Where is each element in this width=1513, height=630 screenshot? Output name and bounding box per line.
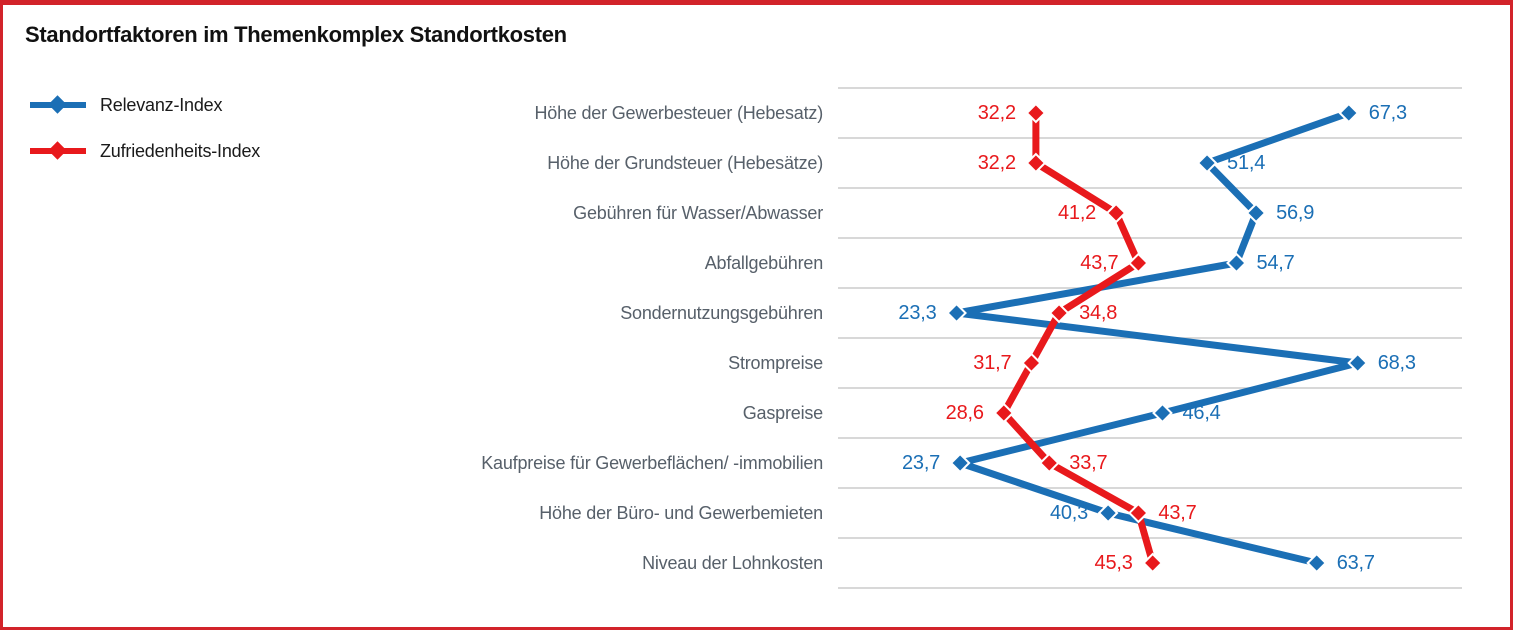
chart-title: Standortfaktoren im Themenkomplex Stando… [25, 22, 567, 47]
data-point-marker [1025, 152, 1047, 174]
chart-canvas: Höhe der Gewerbesteuer (Hebesatz) Höhe de… [481, 87, 1462, 589]
legend-label-zufriedenheit: Zufriedenheits-Index [100, 140, 261, 161]
category-label: Sondernutzungsgebühren [620, 303, 823, 323]
value-label: 32,2 [978, 152, 1016, 174]
value-label: 23,7 [902, 452, 940, 474]
category-label: Gaspreise [743, 403, 823, 423]
data-point-marker [1245, 202, 1267, 224]
category-label: Niveau der Lohnkosten [642, 553, 823, 573]
data-point-marker [1142, 552, 1164, 574]
legend: Relevanz-Index Zufriedenheits-Index [30, 89, 260, 181]
data-point-marker [946, 302, 967, 324]
data-point-marker [1021, 352, 1042, 374]
legend-label-relevanz: Relevanz-Index [100, 94, 223, 115]
data-point-marker [1226, 252, 1247, 274]
data-point-marker [1097, 502, 1119, 524]
data-point-marker [949, 452, 971, 474]
data-point-marker [1105, 202, 1127, 224]
data-point-marker [1338, 102, 1360, 124]
data-point-marker [1025, 102, 1047, 124]
category-label: Gebühren für Wasser/Abwasser [573, 203, 823, 223]
category-label: Abfallgebühren [705, 253, 823, 273]
data-point-marker [1127, 252, 1149, 274]
category-label: Kaufpreise für Gewerbeflächen/ -immobili… [481, 453, 823, 473]
value-label: 68,3 [1378, 352, 1416, 374]
value-label: 56,9 [1276, 202, 1314, 224]
series-line-0 [953, 109, 1362, 567]
value-label: 45,3 [1095, 552, 1133, 574]
value-label: 54,7 [1256, 252, 1294, 274]
value-label: 41,2 [1058, 202, 1096, 224]
category-label: Strompreise [728, 353, 823, 373]
value-label: 40,3 [1050, 502, 1088, 524]
value-label: 63,7 [1337, 552, 1375, 574]
data-point-marker [993, 402, 1015, 424]
data-point-marker [1048, 302, 1070, 324]
category-label: Höhe der Büro- und Gewerbemieten [539, 503, 823, 523]
value-label: 43,7 [1158, 502, 1196, 524]
category-label: Höhe der Gewerbesteuer (Hebesatz) [534, 103, 823, 123]
value-label: 23,3 [898, 302, 936, 324]
relevanz-line-marker-icon [30, 95, 86, 114]
data-point-marker [1347, 352, 1369, 374]
value-label: 32,2 [978, 102, 1016, 124]
value-label: 46,4 [1182, 402, 1220, 424]
value-label: 51,4 [1227, 152, 1265, 174]
value-label: 43,7 [1080, 252, 1118, 274]
legend-item-zufriedenheit: Zufriedenheits-Index [30, 135, 260, 167]
value-label: 67,3 [1369, 102, 1407, 124]
legend-item-relevanz: Relevanz-Index [30, 89, 260, 121]
series-line-1 [1000, 113, 1157, 564]
value-label: 33,7 [1069, 452, 1107, 474]
data-point-marker [1038, 452, 1060, 474]
data-point-marker [1306, 552, 1328, 574]
value-label: 28,6 [946, 402, 984, 424]
value-label: 34,8 [1079, 302, 1117, 324]
value-label: 31,7 [973, 352, 1011, 374]
zufriedenheit-line-marker-icon [30, 141, 86, 160]
category-label: Höhe der Grundsteuer (Hebesätze) [547, 153, 823, 173]
data-point-marker [1152, 402, 1173, 424]
data-point-marker [1127, 502, 1149, 524]
data-point-marker [1196, 152, 1218, 174]
